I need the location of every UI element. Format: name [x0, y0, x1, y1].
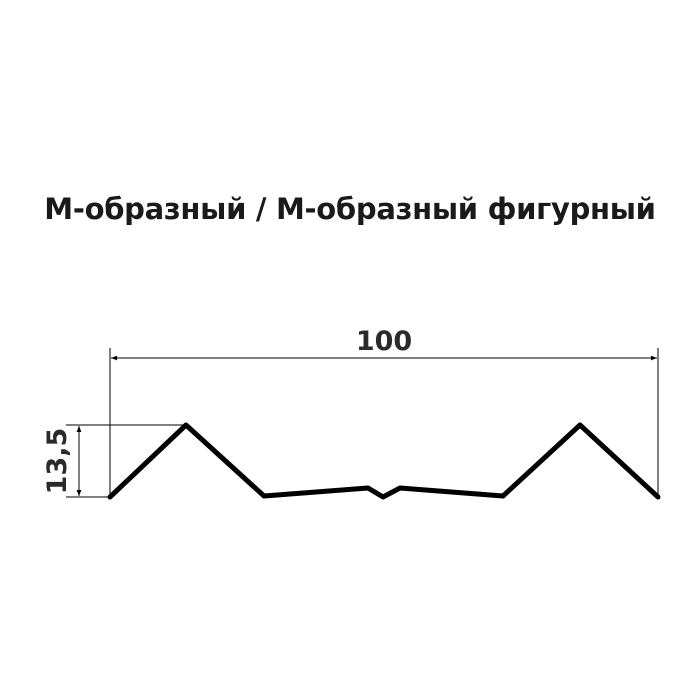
- m-profile-outline: [107, 422, 661, 500]
- width-label: 100: [356, 326, 412, 357]
- diagram-title: М-образный / М-образный фигурный: [44, 192, 656, 226]
- height-label: 13,5: [42, 428, 73, 495]
